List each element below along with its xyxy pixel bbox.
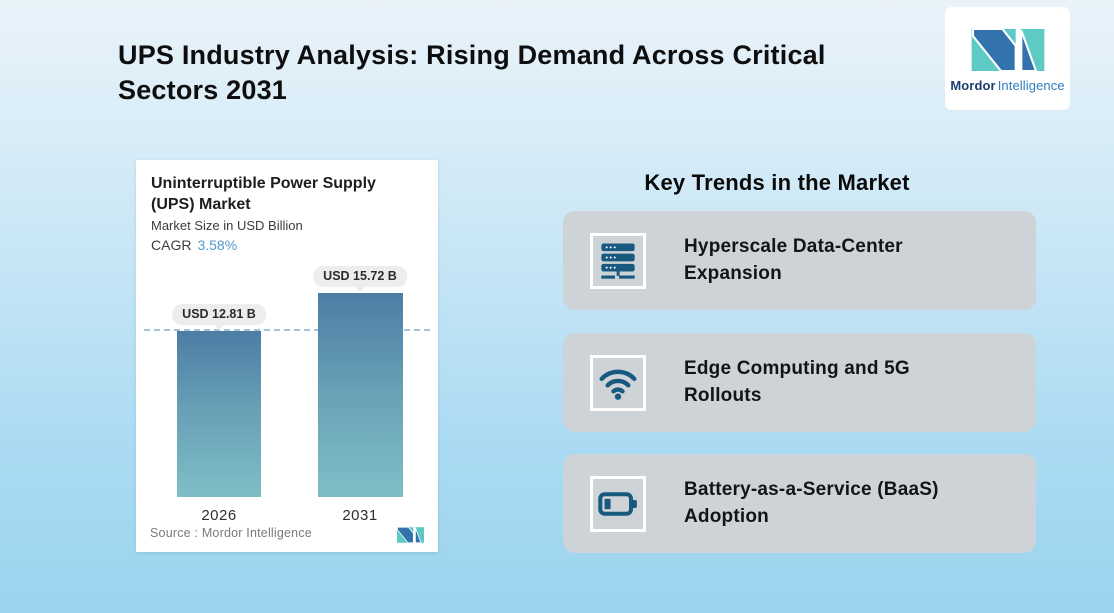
page-title: UPS Industry Analysis: Rising Demand Acr…	[118, 40, 826, 106]
chart-title: Uninterruptible Power Supply (UPS) Marke…	[151, 175, 376, 214]
category-label-2026: 2026	[201, 507, 237, 524]
value-badge-2026: USD 12.81 B	[172, 304, 266, 324]
cagr-value: 3.58%	[197, 237, 238, 254]
brand-logo-card: Mordor Intelligence	[945, 7, 1070, 110]
brand-name-bold: Mordor	[950, 77, 996, 93]
market-chart-card: Uninterruptible Power Supply (UPS) Marke…	[136, 160, 438, 552]
source-label: Source : Mordor Intelligence	[150, 526, 312, 540]
value-badge-2031: USD 15.72 B	[313, 266, 407, 286]
trend-card-hyperscale: Hyperscale Data-Center Expansion	[563, 211, 1036, 310]
icon-tile	[590, 475, 646, 532]
brand-name: Mordor Intelligence	[950, 78, 1064, 93]
battery-icon	[598, 491, 637, 516]
key-trends-heading: Key Trends in the Market	[644, 170, 910, 195]
cagr-label: CAGR	[151, 237, 192, 254]
trend-label: Edge Computing and 5G Rollouts	[684, 357, 910, 406]
trend-label: Battery-as-a-Service (BaaS) Adoption	[684, 478, 939, 527]
trend-card-edge-5g: Edge Computing and 5G Rollouts	[563, 333, 1036, 432]
chart-subtitle: Market Size in USD Billion	[151, 218, 303, 234]
bar-2031	[318, 293, 403, 497]
mordor-intelligence-monogram-icon	[397, 527, 424, 543]
bar-2026	[177, 331, 261, 497]
mordor-intelligence-monogram-icon	[970, 28, 1045, 71]
wifi-icon	[599, 369, 637, 400]
bar-chart: USD 12.81 B USD 15.72 B 2026 2031 Source…	[136, 160, 438, 552]
icon-tile	[590, 354, 646, 411]
chart-cagr: CAGR 3.58%	[136, 233, 438, 253]
reference-line	[144, 329, 430, 331]
trend-card-baas: Battery-as-a-Service (BaaS) Adoption	[563, 454, 1036, 553]
server-rack-icon	[601, 243, 635, 279]
icon-tile	[590, 232, 646, 289]
trend-label: Hyperscale Data-Center Expansion	[684, 235, 903, 284]
brand-name-light: Intelligence	[997, 77, 1065, 93]
category-label-2031: 2031	[342, 507, 378, 524]
